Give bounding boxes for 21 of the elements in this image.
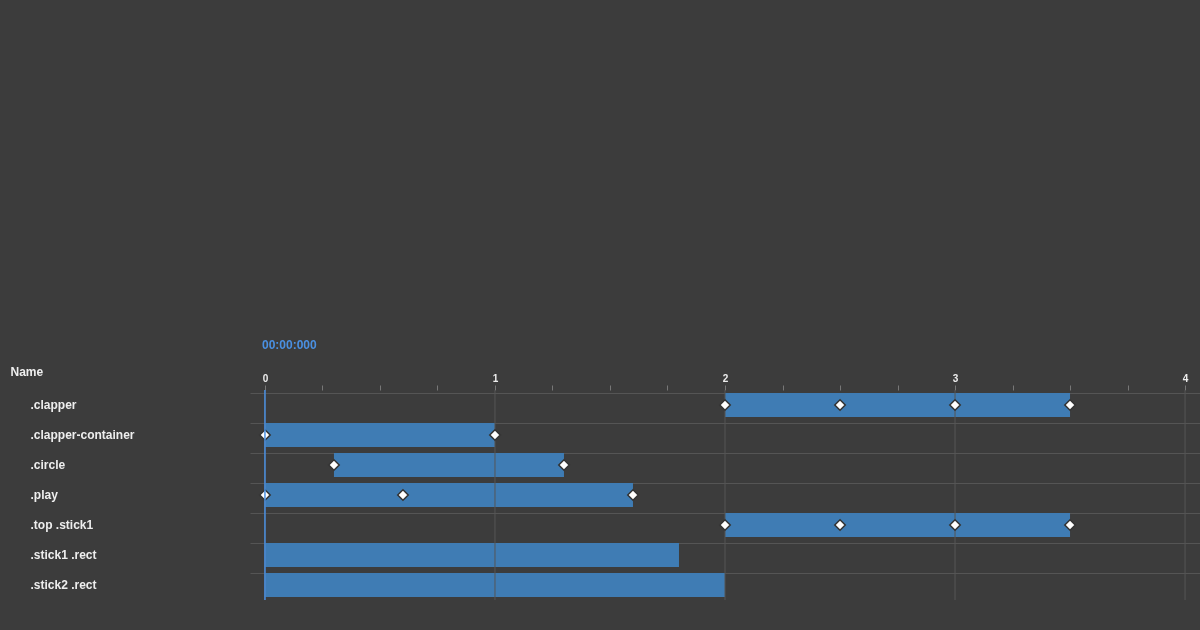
y-tick-label: .circle	[30, 458, 66, 472]
y-tick-label: .clapper	[30, 398, 77, 412]
bar	[725, 513, 1071, 537]
x-tick-label: 0	[262, 372, 269, 384]
x-tick-label: 4	[1182, 372, 1189, 384]
y-tick-label: .top .stick1	[30, 518, 94, 532]
y-tick-label: .stick2 .rect	[30, 578, 97, 592]
bar	[264, 573, 725, 597]
y-tick-label: .clapper-container	[30, 428, 135, 442]
y-axis-title: Name	[10, 364, 44, 379]
y-tick-label: .play	[30, 488, 59, 502]
x-tick-label: 2	[722, 372, 729, 384]
x-tick-label: 3	[952, 372, 959, 384]
bar	[264, 423, 495, 447]
bar	[333, 453, 564, 477]
x-tick-label: 1	[492, 372, 499, 384]
text: 00:00:000	[262, 338, 318, 352]
bar	[264, 483, 633, 507]
y-tick-label: .stick1 .rect	[30, 548, 97, 562]
bar	[264, 543, 679, 567]
bar	[725, 393, 1071, 417]
